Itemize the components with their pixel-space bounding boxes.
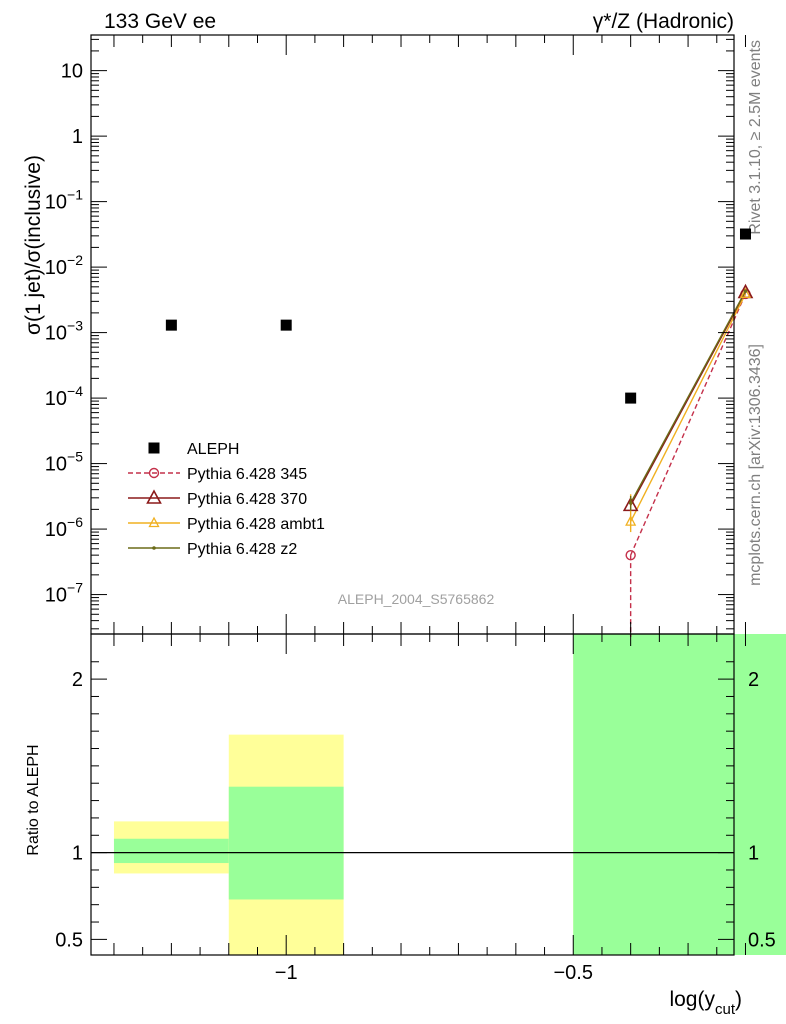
ratio-y-tick-label-left: 2 (72, 669, 83, 691)
series-markers (165, 228, 754, 561)
point-345-0 (625, 549, 636, 561)
y-tick-label: 10−6 (45, 514, 83, 541)
legend-label-370: Pythia 6.428 370 (187, 491, 307, 508)
series-line-z2 (630, 290, 747, 504)
ratio-plot-frame (90, 633, 735, 956)
top-y-axis-title: σ(1 jet)/σ(inclusive) (22, 155, 45, 335)
series-line-370 (630, 292, 747, 506)
header-left-label: 133 GeV ee (104, 10, 216, 33)
ratio-y-tick-label-right: 2 (748, 669, 759, 691)
legend-marker-ambt1 (148, 516, 160, 528)
point-z2-1 (743, 289, 748, 293)
legend-label-z2: Pythia 6.428 z2 (187, 541, 297, 558)
ratio-y-tick-label-left: 1 (72, 843, 83, 865)
y-tick-label: 10−1 (45, 187, 83, 214)
legend-label-ambt1: Pythia 6.428 ambt1 (187, 516, 325, 533)
ratio-y-tick-label-right: 1 (748, 843, 759, 865)
x-tick-label: −0.5 (554, 962, 593, 984)
point-ALEPH-2 (625, 392, 637, 404)
analysis-watermark: ALEPH_2004_S5765862 (338, 591, 495, 607)
y-tick-label: 10−2 (45, 252, 83, 279)
series-line-ambt1 (630, 293, 747, 522)
header-right-label: γ*/Z (Hadronic) (593, 10, 734, 33)
ratio-y-tick-label-left: 0.5 (55, 929, 83, 951)
series-lines (629, 290, 747, 637)
ratio-y-axis-title: Ratio to ALEPH (25, 744, 42, 855)
legend: ALEPH Pythia 6.428 345 Pythia 6.428 370 Pyt… (128, 441, 325, 558)
point-ALEPH-3 (739, 228, 751, 240)
legend-marker-ALEPH (148, 442, 160, 454)
ratio-y-tick-label-right: 0.5 (748, 929, 776, 951)
point-ALEPH-0 (165, 319, 177, 331)
rivet-label: Rivet 3.1.10, ≥ 2.5M events (747, 40, 764, 235)
y-tick-label: 10−7 (45, 580, 83, 607)
legend-marker-345 (148, 467, 160, 479)
legend-label-345: Pythia 6.428 345 (187, 466, 307, 483)
x-tick-label: −1 (275, 962, 298, 984)
mcplots-label: mcplots.cern.ch [arXiv:1306.3436] (747, 344, 764, 586)
legend-label-ALEPH: ALEPH (187, 441, 239, 458)
y-tick-label: 10−4 (45, 383, 83, 410)
point-ambt1-1 (739, 287, 752, 299)
ratio-inner-band-1 (228, 786, 344, 900)
y-tick-label: 10 (61, 61, 83, 83)
x-axis-title: log(ycut) (669, 988, 742, 1018)
legend-marker-z2 (152, 546, 156, 550)
y-tick-label: 10−5 (45, 449, 83, 476)
ratio-inner-band-2 (573, 634, 786, 955)
ratio-inner-band-0 (113, 838, 229, 864)
ratio-bands (113, 634, 786, 955)
y-tick-label: 1 (72, 126, 83, 148)
y-tick-label: 10−3 (45, 318, 83, 345)
legend-marker-370 (146, 489, 162, 504)
point-ALEPH-1 (280, 319, 292, 331)
